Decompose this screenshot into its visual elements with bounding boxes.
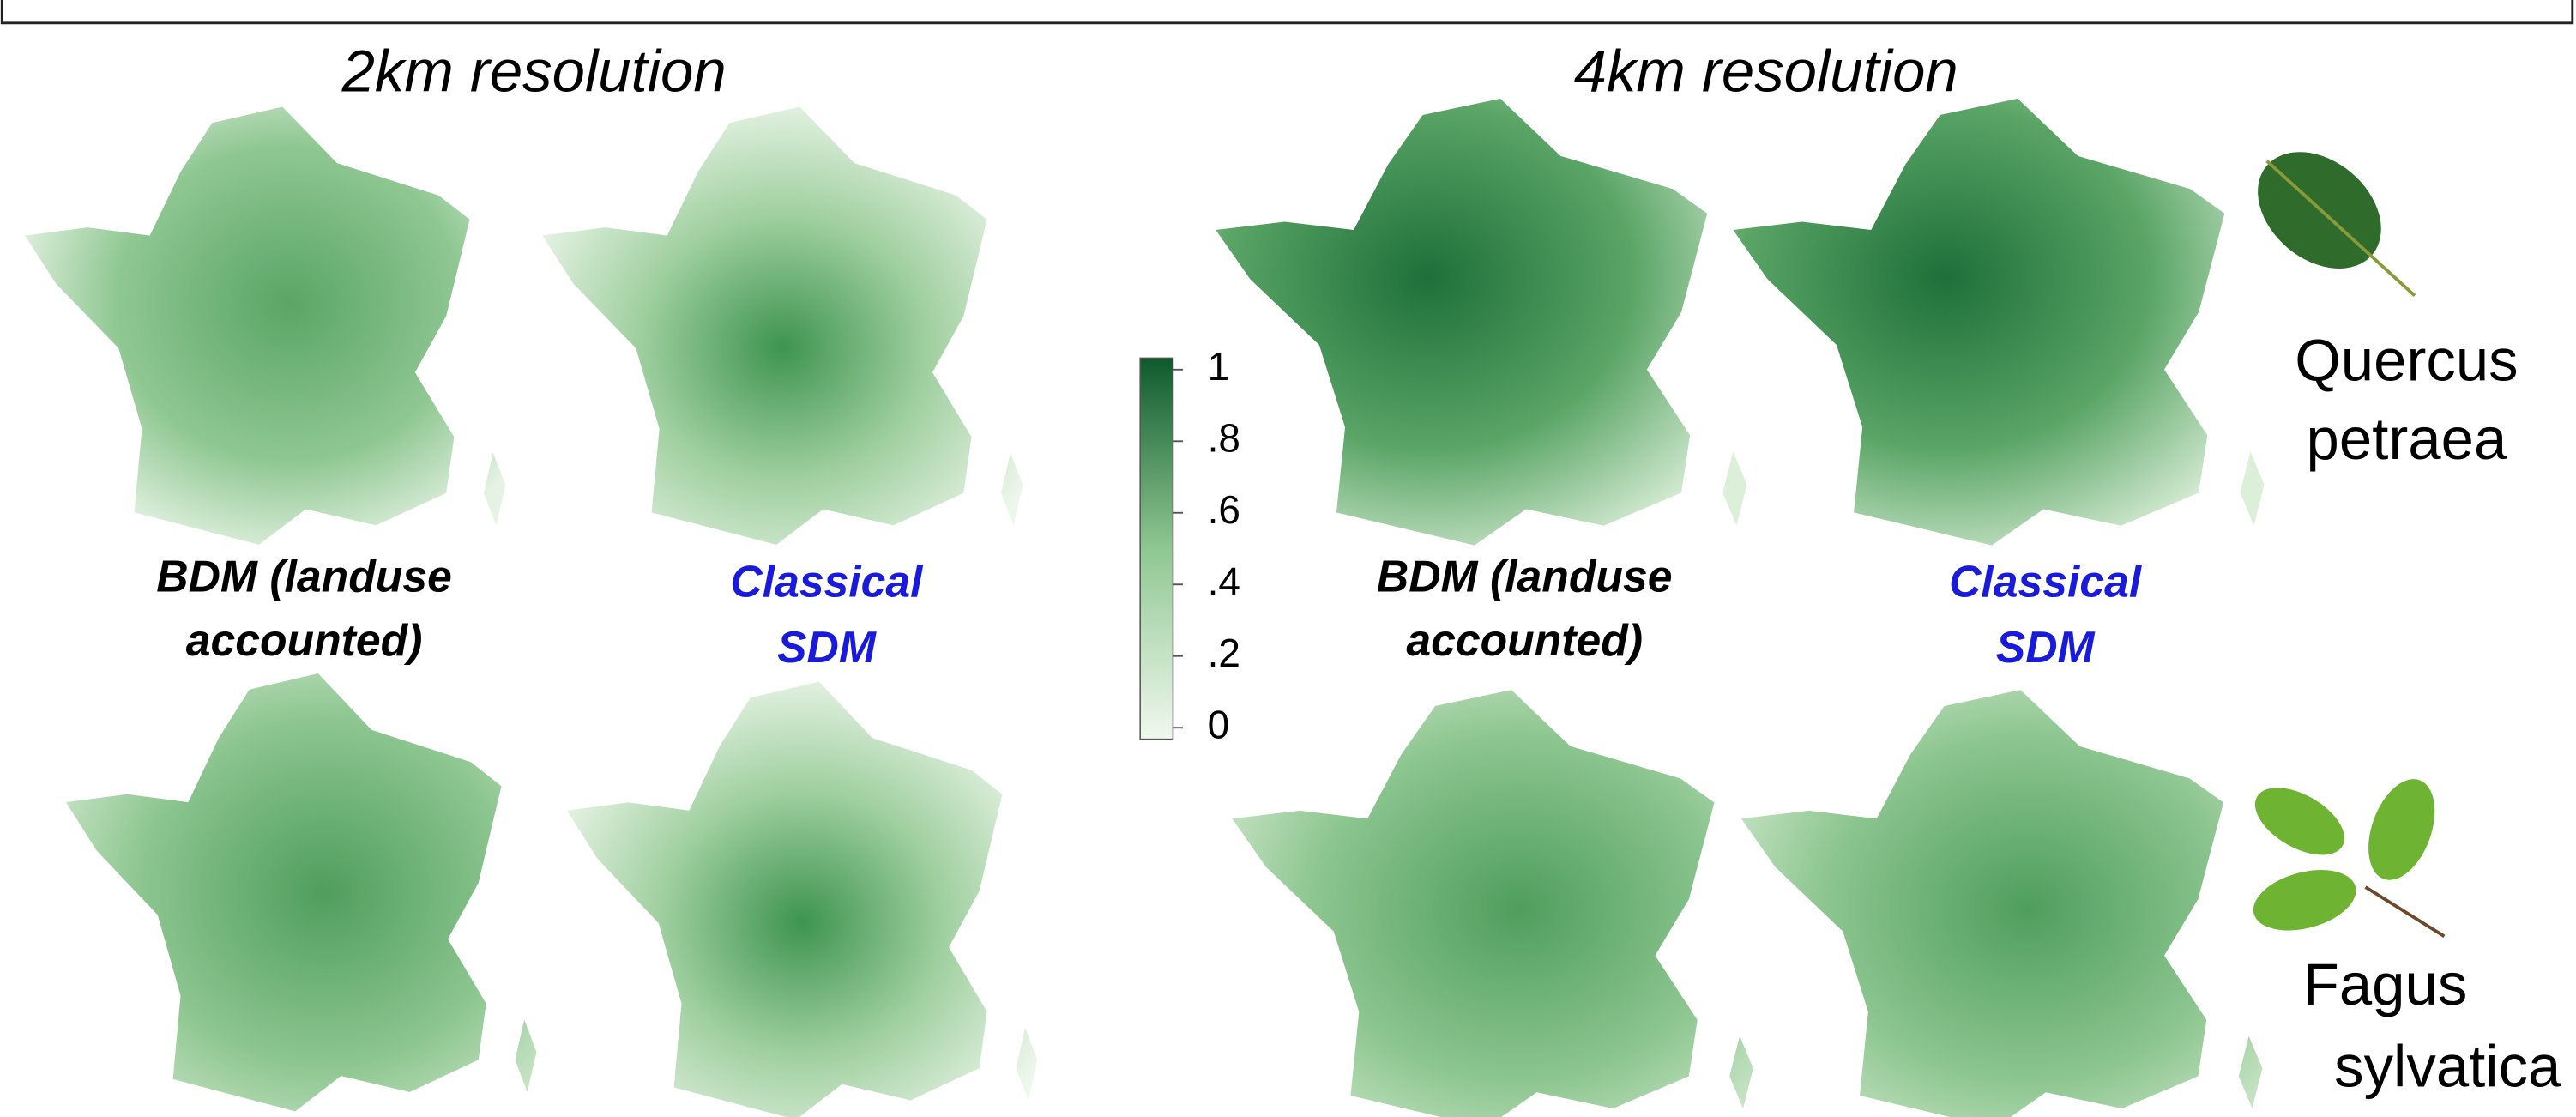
page: 2km resolution 4km resolution BDM (landu…	[0, 0, 2576, 1117]
colorbar-label: 0	[1208, 702, 1230, 746]
colorbar	[1140, 358, 1173, 739]
model-label: accounted)	[1406, 615, 1643, 665]
colorbar-label: .8	[1208, 415, 1240, 460]
colorbar-label: .2	[1208, 631, 1240, 675]
model-label: SDM	[1996, 622, 2096, 672]
resolution-title: 2km resolution	[341, 38, 727, 104]
model-label: SDM	[777, 622, 877, 672]
frame	[2, 0, 2573, 23]
species-name: Fagus	[2303, 951, 2468, 1017]
colorbar-label: 1	[1208, 344, 1230, 389]
colorbar-label: .6	[1208, 487, 1240, 532]
map	[66, 673, 536, 1111]
model-label: accounted)	[186, 615, 423, 665]
colorbar-label: .4	[1208, 558, 1240, 603]
model-label: BDM (landuse	[1377, 552, 1673, 601]
map	[567, 682, 1037, 1117]
map	[25, 106, 505, 544]
model-label: BDM (landuse	[156, 552, 452, 601]
map	[1741, 690, 2262, 1117]
species-name: Quercus	[2295, 327, 2518, 393]
map	[1232, 690, 1753, 1117]
map	[1216, 99, 1746, 546]
species-name: sylvatica	[2334, 1034, 2561, 1100]
oak-leaf	[2235, 128, 2415, 295]
map	[1733, 99, 2264, 546]
figure: 2km resolution 4km resolution BDM (landu…	[0, 0, 2576, 1117]
model-label: Classical	[1949, 556, 2143, 606]
map	[542, 106, 1023, 544]
beech-leaves	[2244, 770, 2447, 941]
model-label: Classical	[730, 556, 924, 606]
species-name: petraea	[2307, 406, 2507, 472]
resolution-title: 4km resolution	[1574, 38, 1958, 104]
